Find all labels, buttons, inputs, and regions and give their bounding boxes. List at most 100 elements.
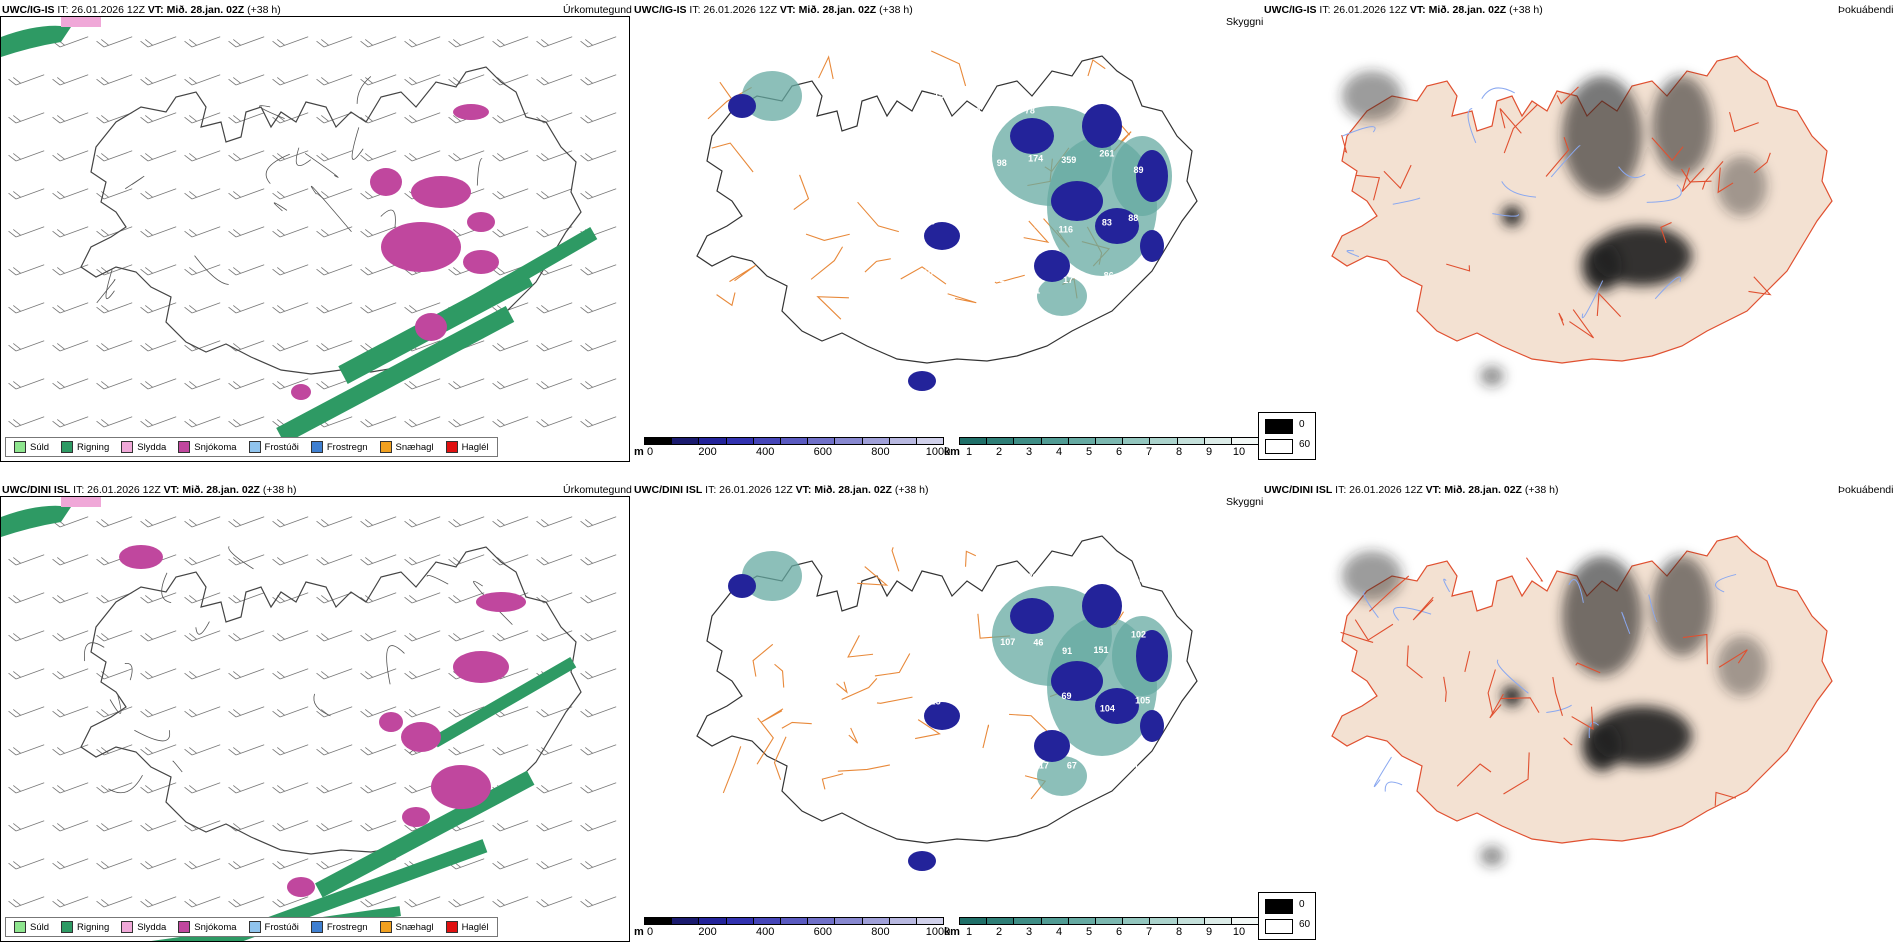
precip-map: Súld Rigning Slydda Snjókoma Frostúði Frostre… (0, 16, 630, 462)
precip-map-svg (1, 497, 617, 941)
river-line (1646, 184, 1682, 203)
colorbar-cell (1068, 438, 1096, 444)
legend-label: Frostregn (326, 921, 368, 933)
colorbar-tick: 0 (646, 446, 654, 458)
snow-area (370, 168, 402, 196)
wind-barb (316, 74, 353, 86)
wind-barb (316, 706, 353, 718)
ceiling-area (728, 94, 756, 118)
river-line (1618, 166, 1646, 179)
colorbar-cell (753, 438, 781, 444)
road-line (1729, 112, 1759, 133)
wind-barb (184, 516, 221, 528)
ceiling-label: 17 (1063, 275, 1073, 285)
model-name: UWC/DINI ISL (2, 484, 71, 496)
wind-barb (492, 516, 529, 528)
river-line (1568, 579, 1584, 603)
panel-header: UWC/DINI ISL IT: 26.01.2026 12Z VT: Mið.… (634, 484, 929, 496)
ceiling-area (1051, 181, 1103, 221)
legend-label: Haglél (461, 441, 489, 453)
wind-barb (536, 302, 573, 314)
river-line (1392, 197, 1421, 205)
wind-barb (96, 896, 133, 908)
ceiling-label: 74 (997, 702, 1007, 712)
colorbar-cell (960, 918, 988, 924)
ceiling-label: 116 (993, 96, 1008, 106)
road-line (1575, 662, 1601, 674)
colorbar-tick: 600 (813, 446, 832, 458)
wind-barb (448, 744, 485, 756)
colorbar-tick: 9 (1205, 926, 1213, 938)
wind-barb (8, 264, 45, 276)
fog-map-svg (1331, 55, 1833, 386)
wind-barb (404, 74, 441, 86)
legend-label: Súld (30, 921, 50, 933)
road-line (1714, 791, 1737, 806)
fog-indicator-panel: UWC/DINI ISL IT: 26.01.2026 12Z VT: Mið.… (1258, 480, 1900, 945)
colorbar-tick: 3 (1025, 926, 1033, 938)
wind-barb (184, 302, 221, 314)
river-line (1373, 756, 1392, 787)
wind-barb (272, 302, 309, 314)
colorbar-cell (987, 918, 1015, 924)
colorbar-cell (835, 918, 863, 924)
road-line (1412, 596, 1434, 621)
legend-swatch (14, 441, 26, 453)
river-line (1550, 145, 1581, 178)
wind-barb (96, 226, 133, 238)
legend-label: Rigning (77, 921, 110, 933)
ceiling-label: 105 (1135, 696, 1150, 706)
wind-barb (140, 630, 177, 642)
wind-barb (580, 36, 617, 48)
ceiling-label: 174 (1028, 153, 1043, 163)
road-line (172, 760, 183, 773)
wind-barb (8, 668, 45, 680)
ceiling-label: 46 (1033, 637, 1043, 647)
legend-label: Frostregn (326, 441, 368, 453)
colorbar-tick: 6 (1115, 926, 1123, 938)
wind-barb (448, 554, 485, 566)
fog-shading (1342, 551, 1767, 866)
ceiling-area (1010, 598, 1054, 634)
ceiling-label: 91 (1062, 646, 1072, 656)
wind-barb (140, 896, 177, 908)
road-line (1368, 575, 1410, 612)
colorbar-cell (862, 918, 890, 924)
road-line (1499, 108, 1522, 134)
wind-barb (316, 516, 353, 528)
road-line (1503, 104, 1538, 154)
wind-barb (52, 340, 89, 352)
road-line (982, 724, 990, 749)
ceiling-area (1034, 730, 1070, 762)
wind-barb (360, 112, 397, 124)
road-line (874, 653, 911, 677)
colorbar-tick: 5 (1085, 446, 1093, 458)
colorbar-cell (1014, 438, 1042, 444)
road-line (1383, 164, 1412, 190)
wind-barb (228, 150, 265, 162)
wind-barb (228, 112, 265, 124)
wind-barb (8, 302, 45, 314)
wind-barb (8, 378, 45, 390)
wind-barb (140, 340, 177, 352)
snow-area (379, 712, 403, 732)
fog-indicator-panel: UWC/IG-IS IT: 26.01.2026 12Z VT: Mið. 28… (1258, 0, 1900, 465)
legend-label: Frostúði (264, 441, 299, 453)
snow-area (476, 592, 526, 612)
wind-barb (52, 592, 89, 604)
wind-barb (316, 820, 353, 832)
colorbar-cell (808, 438, 836, 444)
visibility-area (742, 551, 802, 601)
panel-header: UWC/DINI ISL IT: 26.01.2026 12Z VT: Mið.… (2, 484, 297, 496)
road-line (821, 773, 844, 790)
road-line (1406, 645, 1423, 679)
road-line (1651, 137, 1684, 162)
colorbar-cell (835, 438, 863, 444)
wind-barb (272, 668, 309, 680)
colorbar-cell (1123, 918, 1151, 924)
ceiling-label: 151 (1025, 286, 1040, 296)
colorbar-tick: 5 (1085, 926, 1093, 938)
wind-barb (536, 782, 573, 794)
wind-barb (492, 340, 529, 352)
road-line (793, 174, 810, 210)
